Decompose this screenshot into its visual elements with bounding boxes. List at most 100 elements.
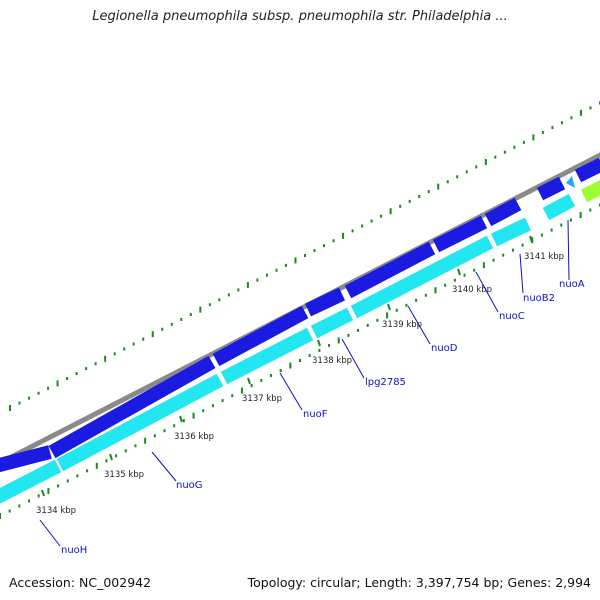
scale-minor-tick	[579, 212, 582, 219]
reverse-gene-block	[350, 235, 494, 319]
gc-skew-dot	[446, 180, 449, 184]
gc-skew-dot	[427, 190, 430, 194]
scale-minor-tick	[192, 412, 195, 419]
gc-skew-dot	[85, 367, 88, 371]
scale-minor-tick	[279, 369, 282, 373]
scale-minor-tick	[37, 494, 40, 498]
gc-skew-dot	[342, 232, 345, 239]
gc-skew-dot	[475, 165, 478, 169]
scale-minor-tick	[318, 348, 321, 352]
scale-minor-tick	[521, 243, 524, 247]
major-tick	[387, 303, 391, 311]
scale-minor-tick	[395, 308, 398, 312]
gene-label-nuoF: nuoF	[303, 409, 328, 420]
scale-minor-tick	[444, 283, 447, 287]
major-tick	[317, 339, 321, 347]
gc-skew-dot	[104, 355, 107, 362]
scale-minor-tick	[366, 323, 369, 327]
forward-gene-block	[536, 176, 566, 201]
gc-skew-dot	[522, 140, 525, 144]
gc-skew-dot	[323, 244, 326, 248]
gene-label-nuoA: nuoA	[559, 279, 585, 290]
gene-leader-line	[567, 219, 570, 281]
scale-minor-tick	[182, 419, 185, 423]
scale-minor-tick	[124, 449, 127, 453]
scale-minor-tick	[569, 218, 572, 222]
gc-skew-dot	[579, 109, 582, 116]
tick-label: 3135 kbp	[104, 470, 144, 480]
gc-skew-dot	[332, 239, 335, 243]
reverse-gene-block	[0, 459, 62, 504]
scale-minor-tick	[57, 484, 60, 488]
major-tick	[457, 268, 461, 276]
gene-labels: nuoH nuoG nuoF lpg2785 nuoD nuoC nuoB2 nuoA	[39, 219, 585, 556]
small-gene-marker	[566, 176, 575, 188]
gc-skew-dot	[304, 254, 306, 257]
forward-gene-block	[305, 287, 345, 317]
gc-skew-dot	[389, 208, 392, 215]
forward-gene-block	[48, 355, 216, 459]
gc-skew-dot	[151, 331, 154, 338]
gene-label-nuoG: nuoG	[176, 480, 203, 491]
gc-skew-dot	[47, 386, 50, 390]
gc-skew-dot	[66, 376, 69, 380]
gc-skew-dot	[161, 327, 164, 331]
scale-minor-tick	[221, 399, 224, 403]
gene-label-nuoH: nuoH	[61, 545, 87, 556]
major-tick	[179, 415, 183, 423]
gc-skew-dot	[208, 303, 211, 307]
forward-gene-block	[484, 197, 522, 227]
scale-minor-tick	[115, 454, 118, 458]
gc-skew-dot	[541, 131, 544, 135]
scale-minor-tick	[202, 409, 205, 413]
scale-minor-tick	[0, 513, 1, 519]
reverse-strand-genes	[0, 180, 600, 504]
gc-skew-dot	[237, 288, 240, 292]
gc-skew-dot	[513, 145, 516, 149]
gc-skew-dot	[218, 298, 221, 302]
gc-skew-dot	[113, 352, 116, 356]
gc-skew-dot	[351, 229, 354, 233]
gc-skew-dot	[28, 396, 31, 400]
tick-label: 3140 kbp	[452, 285, 492, 295]
scale-minor-tick	[95, 462, 98, 469]
gc-skew-dot	[180, 317, 183, 321]
tick-label: 3136 kbp	[174, 432, 214, 442]
gc-skew-dot	[142, 337, 145, 341]
gc-skew-dot	[294, 257, 297, 264]
gc-skew-dot	[284, 263, 287, 267]
gc-skew-dot	[408, 199, 411, 203]
scale-minor-tick	[250, 384, 253, 388]
scale-minor-tick	[86, 469, 89, 473]
major-tick	[529, 235, 533, 243]
gc-skew-dot	[227, 293, 230, 297]
gene-label-nuoC: nuoC	[499, 311, 525, 322]
gc-skew-dot	[132, 342, 135, 346]
gc-skew-dot	[380, 214, 383, 218]
gc-skew-dot	[313, 249, 316, 253]
gene-leader-line	[151, 451, 177, 482]
gc-skew-dot	[560, 121, 563, 125]
gene-leader-line	[279, 372, 303, 411]
accession-text: Accession: NC_002942	[9, 575, 152, 590]
gc-skew-dot	[75, 372, 78, 376]
rna-gene-block	[580, 180, 600, 203]
scale-minor-tick	[105, 459, 108, 463]
gene-leader-line	[39, 519, 61, 547]
gc-skew-dot	[123, 347, 126, 351]
scale-minor-tick	[134, 444, 137, 448]
gc-skew-dot	[256, 278, 259, 282]
scale-minor-tick	[492, 258, 495, 262]
forward-gene-block	[432, 215, 488, 253]
gc-skew-dot	[370, 219, 373, 223]
scale-minor-tick	[8, 509, 11, 513]
scale-minor-tick	[511, 248, 514, 252]
gc-skew-dot	[437, 183, 440, 190]
scale-minor-tick	[308, 353, 311, 357]
gene-label-nuoB2: nuoB2	[523, 293, 555, 304]
map-title: Legionella pneumophila subsp. pneumophil…	[92, 9, 508, 24]
gc-skew-dot	[170, 322, 173, 326]
scale-minor-tick	[550, 228, 553, 232]
forward-strand-genes	[0, 157, 600, 473]
